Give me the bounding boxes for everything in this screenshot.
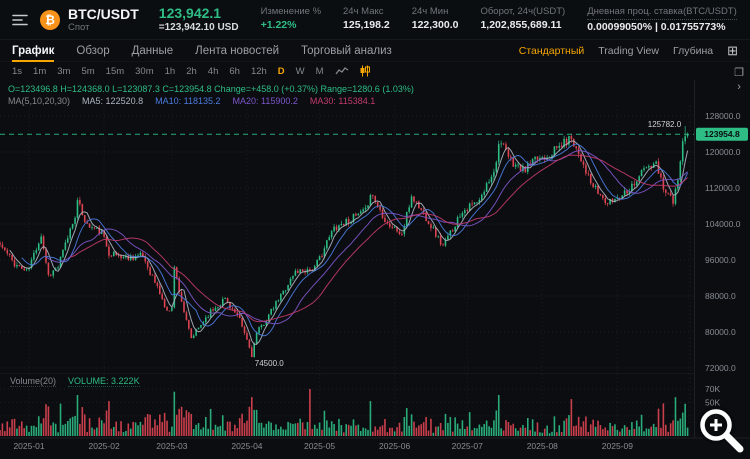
stat-value: 0.00099050% | 0.01755773% xyxy=(587,20,726,33)
stat-item: 24ч Мин 122,300.0 xyxy=(412,6,459,34)
svg-text:74500.0: 74500.0 xyxy=(255,359,284,368)
timeframe-6h[interactable]: 6h xyxy=(229,65,240,77)
timeframe-W[interactable]: W xyxy=(295,65,305,77)
last-price: 123,942.1 xyxy=(158,4,222,21)
svg-text:120000.0: 120000.0 xyxy=(705,147,741,157)
chart-side-tools: ❐ › xyxy=(734,66,744,93)
zoom-cursor-icon xyxy=(697,406,744,453)
svg-text:80000.0: 80000.0 xyxy=(705,327,736,337)
svg-text:2025-06: 2025-06 xyxy=(379,441,410,451)
svg-text:72000.0: 72000.0 xyxy=(705,363,736,373)
ma-legend-label: MA(5,10,20,30) xyxy=(8,96,71,106)
ohlc-legend: O=123496.8 H=124368.0 L=123087.3 C=12395… xyxy=(8,84,414,94)
timeframe-M[interactable]: M xyxy=(315,65,324,77)
timeframe-1s[interactable]: 1s xyxy=(12,65,23,77)
svg-text:2025-04: 2025-04 xyxy=(231,441,262,451)
ma-legend: MA(5,10,20,30) MA5: 122520.8 MA10: 118135.… xyxy=(8,96,387,106)
svg-text:128000.0: 128000.0 xyxy=(705,111,741,121)
stat-value: 122,300.0 xyxy=(411,18,459,31)
svg-text:2025-07: 2025-07 xyxy=(452,441,483,451)
svg-text:104000.0: 104000.0 xyxy=(705,219,741,229)
stat-item: Изменение % +1.22% xyxy=(261,6,321,34)
svg-text:2025-09: 2025-09 xyxy=(602,441,633,451)
volume-indicator-label: Volume(20) xyxy=(10,376,57,387)
stat-item: 24ч Макс 125,198.2 xyxy=(343,6,390,34)
volume-value: VOLUME: 3.222K xyxy=(68,376,140,387)
timeframe-12h[interactable]: 12h xyxy=(250,65,267,77)
stat-label: 24ч Макс xyxy=(343,5,384,17)
stat-item: Оборот, 24ч(USDT) 1,202,855,689.11 xyxy=(480,6,565,34)
tab-2[interactable]: Данные xyxy=(131,44,174,57)
volume-legend: Volume(20) VOLUME: 3.222K xyxy=(10,376,140,387)
price-chart-canvas[interactable]: 123954.8 128000.0 120000.0 112000.0 104000.0… xyxy=(0,80,750,459)
tab-3[interactable]: Лента новостей xyxy=(195,44,280,57)
symbol-block[interactable]: BTC/USDT Спот xyxy=(68,5,139,33)
svg-text:96000.0: 96000.0 xyxy=(705,255,736,265)
timeframe-row: 1s 1m 3m 5m 15m 30m 1h 2h 4h 6h 12h D W M xyxy=(0,62,750,80)
timeframe-1m[interactable]: 1m xyxy=(33,65,47,77)
tab-4[interactable]: Торговый анализ xyxy=(301,44,392,57)
svg-text:50K: 50K xyxy=(705,397,720,407)
timeframe-1h[interactable]: 1h xyxy=(164,65,176,77)
chart-tabs-row: График Обзор Данные Лента новостей Торговый … xyxy=(0,40,750,62)
svg-text:2025-02: 2025-02 xyxy=(89,441,120,451)
timeframe-D[interactable]: D xyxy=(277,65,285,77)
market-type: Спот xyxy=(68,21,90,33)
view-mode[interactable]: Стандартный xyxy=(518,44,585,57)
stat-label: 24ч Мин xyxy=(411,5,449,17)
stat-value: +1.22% xyxy=(260,18,297,31)
menu-icon[interactable] xyxy=(12,12,28,28)
price-block: 123,942.1 =123,942.10 USD xyxy=(158,4,239,34)
ma-legend-item: MA5: 122520.8 xyxy=(82,96,144,106)
tabs: График Обзор Данные Лента новостей Торговый … xyxy=(12,40,414,62)
timeframe-4h[interactable]: 4h xyxy=(207,65,219,77)
tab-1[interactable]: Обзор xyxy=(76,44,110,57)
svg-text:88000.0: 88000.0 xyxy=(705,291,736,301)
stat-label: Оборот, 24ч(USDT) xyxy=(480,5,566,17)
topbar: ₿ BTC/USDT Спот 123,942.1 =123,942.10 US… xyxy=(0,0,750,40)
timeframe-30m[interactable]: 30m xyxy=(135,65,154,77)
svg-text:2025-08: 2025-08 xyxy=(527,441,558,451)
stat-label: Дневная проц. ставка(BTC/USDT) xyxy=(587,6,737,20)
candlestick-icon[interactable] xyxy=(359,65,371,77)
svg-text:2025-05: 2025-05 xyxy=(304,441,335,451)
timeframe-15m[interactable]: 15m xyxy=(105,65,125,77)
chevron-right-icon[interactable]: › xyxy=(737,81,741,93)
svg-text:70K: 70K xyxy=(705,384,720,394)
grid-layout-icon[interactable]: ⊞ xyxy=(727,43,738,58)
view-mode[interactable]: Глубина xyxy=(672,44,714,57)
tab-chart[interactable]: График xyxy=(12,40,55,62)
stats-strip: Изменение % +1.22% 24ч Макс 125,198.2 24ч Ми… xyxy=(261,6,737,34)
ma-legend-item: MA30: 115384.1 xyxy=(309,96,376,106)
svg-text:112000.0: 112000.0 xyxy=(705,183,740,193)
view-mode[interactable]: Trading View xyxy=(598,44,659,57)
svg-text:2025-03: 2025-03 xyxy=(156,441,187,451)
symbol-name: BTC/USDT xyxy=(68,5,139,22)
stat-value: 1,202,855,689.11 xyxy=(480,18,562,31)
screenshot-icon[interactable]: ❐ xyxy=(734,67,744,79)
svg-text:125782.0: 125782.0 xyxy=(648,120,682,129)
view-modes: Стандартный Trading View Глубина ⊞ xyxy=(519,44,738,57)
ma-legend-item: MA20: 115900.2 xyxy=(232,96,298,106)
btc-logo-icon: ₿ xyxy=(40,9,60,30)
ma-legend-item: MA10: 118135.2 xyxy=(155,96,221,106)
timeframe-2h[interactable]: 2h xyxy=(186,65,197,77)
svg-text:123954.8: 123954.8 xyxy=(704,129,740,139)
svg-text:2025-01: 2025-01 xyxy=(13,441,44,451)
last-price-usd: =123,942.10 USD xyxy=(158,21,239,33)
stat-item: Дневная проц. ставка(BTC/USDT) 0.00099050… xyxy=(587,6,737,34)
line-chart-icon[interactable] xyxy=(335,66,349,76)
stat-label: Изменение % xyxy=(260,5,322,17)
timeframe-3m[interactable]: 3m xyxy=(57,65,71,77)
stat-value: 125,198.2 xyxy=(343,18,390,31)
timeframe-5m[interactable]: 5m xyxy=(81,65,95,77)
